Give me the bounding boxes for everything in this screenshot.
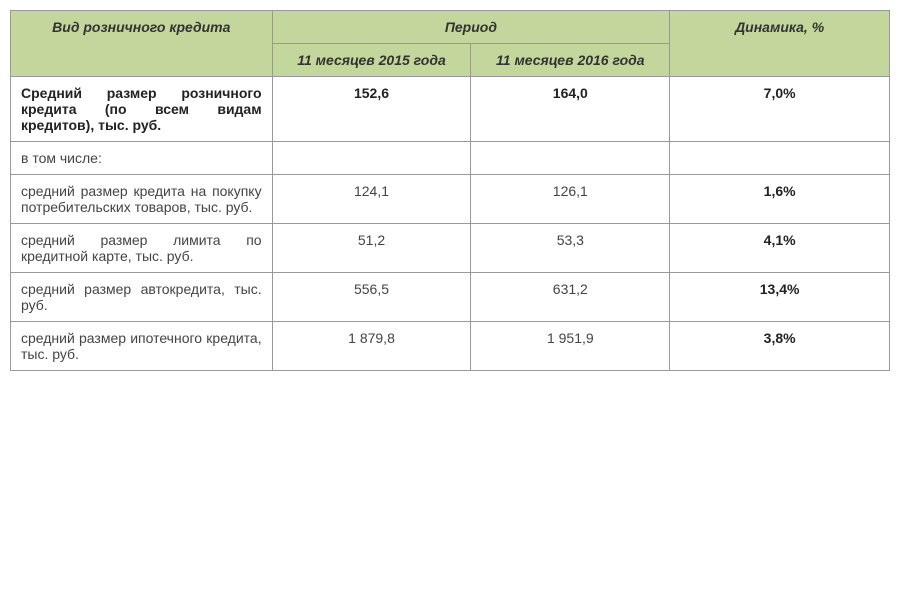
row-v2016: 53,3 <box>471 224 670 273</box>
header-dynamics: Динамика, % <box>670 11 890 77</box>
row-dyn: 4,1% <box>670 224 890 273</box>
row-v2016 <box>471 142 670 175</box>
row-dyn <box>670 142 890 175</box>
row-v2016: 164,0 <box>471 77 670 142</box>
header-type: Вид розничного кредита <box>11 11 273 77</box>
row-v2015: 51,2 <box>272 224 471 273</box>
table-row: в том числе: <box>11 142 890 175</box>
row-v2016: 631,2 <box>471 273 670 322</box>
row-label: Средний размер розничного кредита (по вс… <box>11 77 273 142</box>
row-v2015: 556,5 <box>272 273 471 322</box>
table-row: средний размер кредита на покупку потреб… <box>11 175 890 224</box>
header-period-2016: 11 месяцев 2016 года <box>471 44 670 77</box>
row-label: средний размер ипотечного кредита, тыс. … <box>11 322 273 371</box>
header-period: Период <box>272 11 670 44</box>
row-label: средний размер лимита по кредитной карте… <box>11 224 273 273</box>
row-v2015: 152,6 <box>272 77 471 142</box>
header-period-2015: 11 месяцев 2015 года <box>272 44 471 77</box>
row-dyn: 13,4% <box>670 273 890 322</box>
row-dyn: 7,0% <box>670 77 890 142</box>
table-header: Вид розничного кредита Период Динамика, … <box>11 11 890 77</box>
row-v2015: 1 879,8 <box>272 322 471 371</box>
row-label: средний размер автокредита, тыс. руб. <box>11 273 273 322</box>
table-row: средний размер лимита по кредитной карте… <box>11 224 890 273</box>
table-body: Средний размер розничного кредита (по вс… <box>11 77 890 371</box>
row-v2016: 1 951,9 <box>471 322 670 371</box>
row-v2015: 124,1 <box>272 175 471 224</box>
row-label: в том числе: <box>11 142 273 175</box>
credit-size-table: Вид розничного кредита Период Динамика, … <box>10 10 890 371</box>
row-label: средний размер кредита на покупку потреб… <box>11 175 273 224</box>
table-row: средний размер ипотечного кредита, тыс. … <box>11 322 890 371</box>
table-row: Средний размер розничного кредита (по вс… <box>11 77 890 142</box>
row-v2016: 126,1 <box>471 175 670 224</box>
row-dyn: 1,6% <box>670 175 890 224</box>
row-v2015 <box>272 142 471 175</box>
table-row: средний размер автокредита, тыс. руб. 55… <box>11 273 890 322</box>
row-dyn: 3,8% <box>670 322 890 371</box>
